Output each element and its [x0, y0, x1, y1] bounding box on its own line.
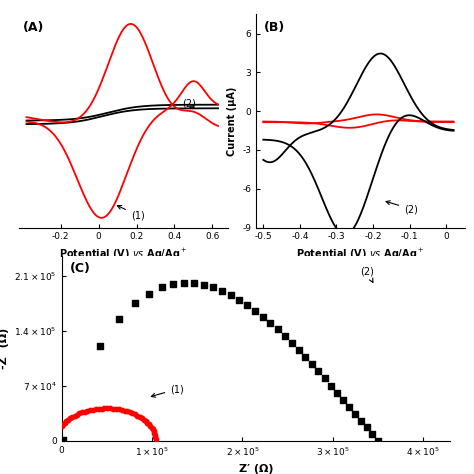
Point — [351, 410, 359, 418]
Point — [63, 418, 70, 425]
Point — [144, 419, 151, 427]
Point — [152, 435, 160, 443]
Point — [374, 437, 382, 445]
Point — [146, 290, 153, 297]
Point — [112, 405, 120, 413]
Point — [121, 407, 128, 414]
Point — [281, 332, 289, 340]
Point — [288, 339, 295, 347]
Point — [308, 360, 316, 368]
Y-axis label: Current (μA): Current (μA) — [227, 86, 237, 155]
Point — [259, 313, 267, 320]
Point — [134, 412, 141, 419]
Point — [266, 319, 274, 327]
Text: (2): (2) — [182, 99, 196, 109]
Point — [73, 411, 81, 419]
Point — [339, 396, 347, 403]
Point — [124, 408, 131, 415]
Text: (1): (1) — [118, 206, 145, 220]
Point — [346, 403, 353, 410]
Point — [151, 431, 159, 439]
Text: (B): (B) — [264, 21, 285, 34]
Point — [98, 405, 105, 412]
Text: (1): (1) — [151, 384, 184, 397]
Point — [152, 433, 159, 441]
Point — [59, 420, 67, 428]
Text: (2): (2) — [386, 201, 418, 214]
Point — [83, 407, 91, 415]
Point — [149, 426, 156, 433]
Point — [251, 307, 259, 314]
Point — [66, 414, 74, 422]
Point — [295, 346, 302, 354]
Point — [274, 326, 282, 333]
Point — [210, 283, 217, 291]
Point — [86, 406, 94, 414]
Point — [96, 342, 103, 350]
Point — [191, 279, 198, 287]
X-axis label: Z′ (Ω): Z′ (Ω) — [239, 464, 273, 474]
Point — [58, 422, 65, 430]
Point — [64, 416, 72, 423]
Text: (C): (C) — [69, 262, 90, 274]
Point — [95, 405, 102, 412]
Point — [219, 287, 226, 295]
Point — [71, 412, 78, 419]
Point — [142, 417, 149, 425]
Point — [100, 405, 108, 412]
Point — [301, 353, 309, 361]
Point — [81, 408, 88, 415]
Point — [78, 409, 86, 416]
Point — [132, 300, 139, 307]
Point — [60, 436, 67, 444]
Point — [151, 429, 158, 437]
X-axis label: Potential (V) $vs$ Ag/Ag$^+$: Potential (V) $vs$ Ag/Ag$^+$ — [296, 247, 424, 262]
Y-axis label: -Z″ (Ω): -Z″ (Ω) — [0, 328, 9, 369]
Point — [118, 406, 126, 414]
Point — [315, 367, 322, 375]
Point — [138, 414, 146, 422]
Point — [69, 413, 76, 421]
Point — [158, 284, 165, 292]
Text: (A): (A) — [23, 21, 45, 34]
Point — [126, 409, 134, 416]
Point — [140, 416, 147, 423]
Point — [116, 315, 123, 323]
Point — [76, 410, 83, 417]
Point — [148, 424, 155, 431]
Point — [150, 428, 157, 435]
Point — [107, 405, 114, 412]
X-axis label: Potential (V) $vs$ Ag/Ag$^+$: Potential (V) $vs$ Ag/Ag$^+$ — [59, 247, 187, 262]
Point — [201, 281, 208, 289]
Point — [115, 406, 123, 413]
Point — [61, 419, 69, 427]
Point — [321, 374, 328, 382]
Point — [109, 405, 117, 412]
Point — [181, 279, 188, 287]
Point — [244, 301, 251, 309]
Point — [129, 410, 137, 417]
Point — [92, 405, 100, 413]
Point — [136, 413, 143, 420]
Point — [146, 422, 154, 430]
Point — [131, 410, 139, 418]
Text: (2): (2) — [360, 266, 374, 283]
Point — [363, 424, 371, 431]
Point — [104, 405, 111, 412]
Point — [89, 406, 97, 413]
Point — [327, 382, 335, 389]
Point — [227, 291, 235, 299]
Point — [333, 389, 341, 396]
Point — [369, 430, 376, 438]
Point — [145, 420, 153, 428]
Point — [170, 280, 177, 288]
Point — [236, 296, 243, 303]
Point — [357, 417, 365, 424]
